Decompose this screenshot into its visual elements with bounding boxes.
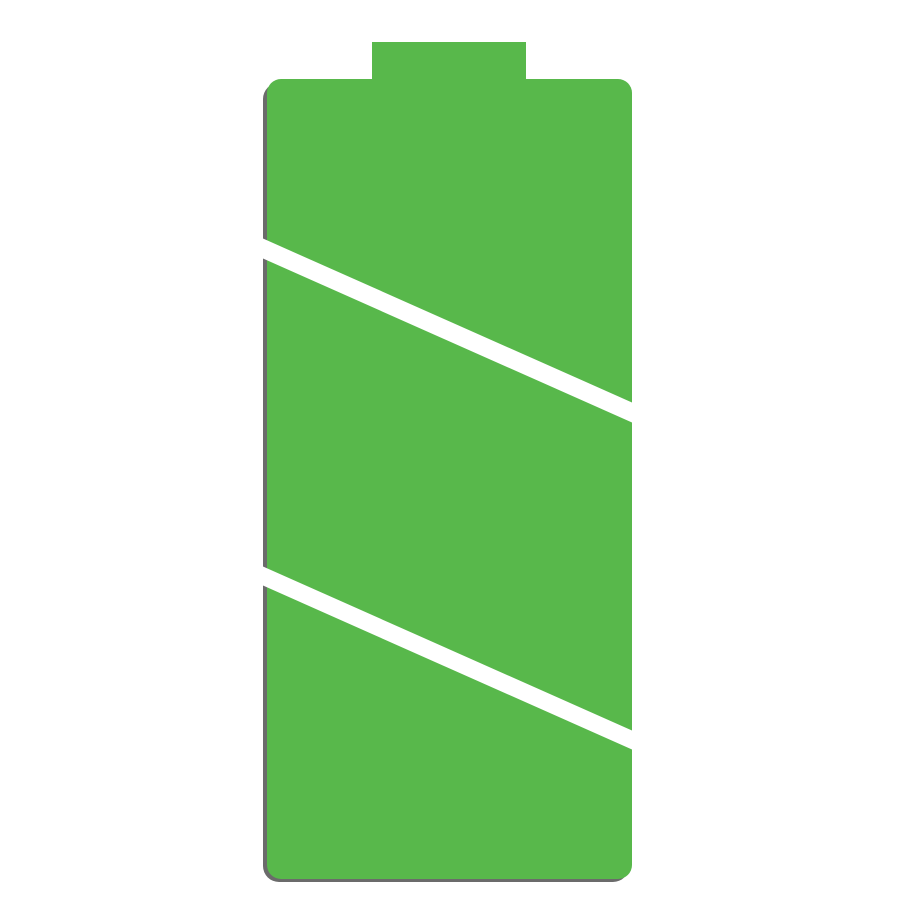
battery-terminal (372, 42, 526, 84)
battery-body (267, 79, 632, 879)
charge-divider-lower (263, 563, 632, 753)
charge-divider-upper (263, 235, 632, 426)
